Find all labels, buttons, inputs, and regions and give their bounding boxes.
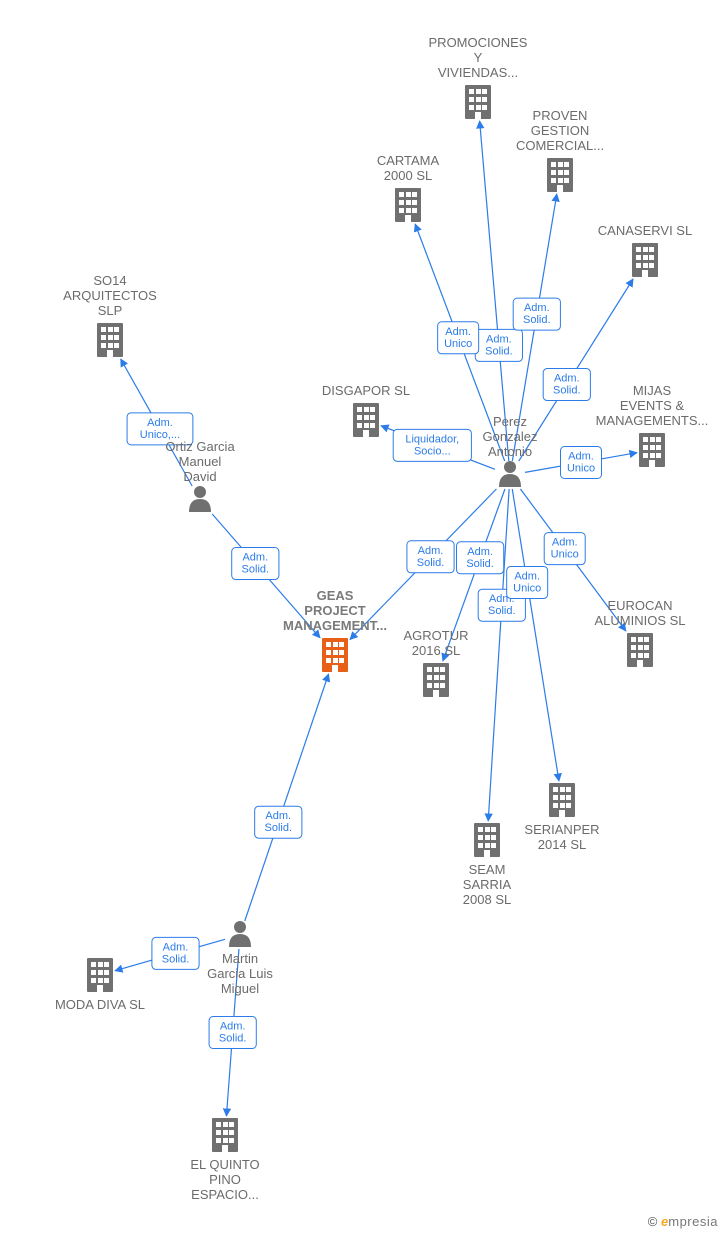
building-icon xyxy=(97,323,123,357)
watermark: © empresia xyxy=(648,1214,718,1229)
edge-label: Adm.Solid. xyxy=(255,806,302,838)
node-agrotur[interactable]: AGROTUR2016 SL xyxy=(404,628,469,697)
svg-text:Adm.Solid.: Adm.Solid. xyxy=(265,810,293,834)
building-icon xyxy=(549,783,575,817)
edge-label: Adm.Unico xyxy=(507,566,548,598)
node-eurocan[interactable]: EUROCANALUMINIOS SL xyxy=(594,598,685,667)
svg-text:Adm.Solid.: Adm.Solid. xyxy=(485,333,513,357)
svg-text:Adm.Unico: Adm.Unico xyxy=(551,537,579,561)
building-icon xyxy=(322,638,348,672)
node-label: MODA DIVA SL xyxy=(55,997,145,1012)
edge-label: Adm.Solid. xyxy=(152,937,199,969)
node-label: SERIANPER2014 SL xyxy=(524,822,599,852)
building-icon xyxy=(627,633,653,667)
node-cartama[interactable]: CARTAMA2000 SL xyxy=(377,153,440,222)
building-icon xyxy=(87,958,113,992)
node-label: PROMOCIONESYVIVIENDAS... xyxy=(429,35,528,80)
edge-label: Adm.Solid. xyxy=(209,1017,256,1049)
node-label: GEASPROJECTMANAGEMENT... xyxy=(283,588,387,633)
building-icon xyxy=(474,823,500,857)
node-label: PROVENGESTIONCOMERCIAL... xyxy=(516,108,604,153)
node-label: MIJASEVENTS &MANAGEMENTS... xyxy=(596,383,709,428)
node-label: SO14ARQUITECTOSSLP xyxy=(63,273,157,318)
building-icon xyxy=(395,188,421,222)
person-icon xyxy=(499,461,521,487)
node-label: MartinGarcia LuisMiguel xyxy=(207,951,273,996)
svg-text:Adm.Solid.: Adm.Solid. xyxy=(219,1020,247,1044)
building-icon xyxy=(547,158,573,192)
watermark-brand-rest: mpresia xyxy=(668,1214,718,1229)
node-ortiz[interactable]: Ortiz GarciaManuelDavid xyxy=(165,439,235,512)
svg-text:Adm.Unico: Adm.Unico xyxy=(513,570,541,594)
building-icon xyxy=(465,85,491,119)
edge-label: Adm.Solid. xyxy=(232,548,279,580)
node-seam[interactable]: SEAMSARRIA2008 SL xyxy=(463,823,512,907)
svg-text:Adm.Solid.: Adm.Solid. xyxy=(523,302,551,326)
svg-text:Adm.Solid.: Adm.Solid. xyxy=(466,546,494,570)
node-martin[interactable]: MartinGarcia LuisMiguel xyxy=(207,921,273,996)
node-promociones[interactable]: PROMOCIONESYVIVIENDAS... xyxy=(429,35,528,119)
edge xyxy=(245,674,329,921)
node-elquinto[interactable]: EL QUINTOPINOESPACIO... xyxy=(190,1118,259,1202)
building-icon xyxy=(353,403,379,437)
node-label: Ortiz GarciaManuelDavid xyxy=(165,439,235,484)
node-label: AGROTUR2016 SL xyxy=(404,628,469,658)
node-serianper[interactable]: SERIANPER2014 SL xyxy=(524,783,599,852)
node-label: SEAMSARRIA2008 SL xyxy=(463,862,512,907)
person-icon xyxy=(189,486,211,512)
node-label: EL QUINTOPINOESPACIO... xyxy=(190,1157,259,1202)
svg-text:Adm.Solid.: Adm.Solid. xyxy=(553,372,581,396)
building-icon xyxy=(639,433,665,467)
person-icon xyxy=(229,921,251,947)
edge-label: Liquidador,Socio... xyxy=(393,429,471,461)
edge-label: Adm.Solid. xyxy=(407,541,454,573)
node-label: CANASERVI SL xyxy=(598,223,692,238)
copyright-symbol: © xyxy=(648,1214,658,1229)
node-mijas[interactable]: MIJASEVENTS &MANAGEMENTS... xyxy=(596,383,709,467)
edge xyxy=(480,121,509,461)
node-geas[interactable]: GEASPROJECTMANAGEMENT... xyxy=(283,588,387,672)
node-label: DISGAPOR SL xyxy=(322,383,410,398)
svg-text:Adm.Solid.: Adm.Solid. xyxy=(417,545,445,569)
node-proven[interactable]: PROVENGESTIONCOMERCIAL... xyxy=(516,108,604,192)
edge xyxy=(488,489,509,821)
edge-label: Adm.Solid. xyxy=(475,329,522,361)
building-icon xyxy=(423,663,449,697)
svg-text:Adm.Solid.: Adm.Solid. xyxy=(162,941,190,965)
svg-text:Adm.Unico: Adm.Unico xyxy=(444,326,472,350)
edge-label: Adm.Unico xyxy=(544,533,585,565)
node-label: EUROCANALUMINIOS SL xyxy=(594,598,685,628)
building-icon xyxy=(632,243,658,277)
svg-text:Adm.Unico: Adm.Unico xyxy=(567,450,595,474)
building-icon xyxy=(212,1118,238,1152)
node-canaservi[interactable]: CANASERVI SL xyxy=(598,223,692,277)
node-label: CARTAMA2000 SL xyxy=(377,153,440,183)
edge-label: Adm.Solid. xyxy=(457,542,504,574)
edge-label: Adm.Unico xyxy=(561,447,602,479)
node-so14[interactable]: SO14ARQUITECTOSSLP xyxy=(63,273,157,357)
edge-label: Adm.Solid. xyxy=(513,298,560,330)
edge-label: Adm.Unico xyxy=(438,322,479,354)
node-label: PerezGonzalezAntonio xyxy=(483,414,538,459)
network-diagram: Adm.Unico,...Adm.Solid.Adm.Solid.Adm.Uni… xyxy=(0,0,728,1235)
edge-label: Adm.Solid. xyxy=(543,369,590,401)
svg-text:Adm.Solid.: Adm.Solid. xyxy=(242,551,270,575)
